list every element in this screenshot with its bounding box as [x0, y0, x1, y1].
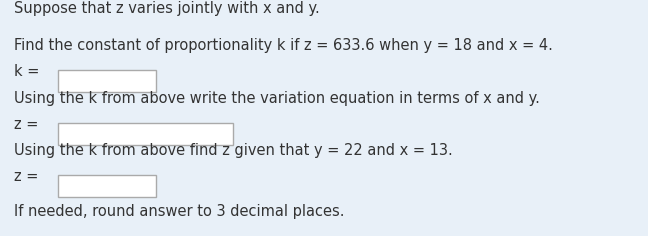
- Text: If needed, round answer to 3 decimal places.: If needed, round answer to 3 decimal pla…: [14, 204, 345, 219]
- Text: Find the constant of proportionality k if z = 633.6 when y = 18 and x = 4.: Find the constant of proportionality k i…: [14, 38, 553, 53]
- Text: Using the k from above find z given that y = 22 and x = 13.: Using the k from above find z given that…: [14, 143, 453, 158]
- Text: z =: z =: [14, 169, 43, 184]
- FancyBboxPatch shape: [58, 175, 156, 197]
- FancyBboxPatch shape: [58, 70, 156, 92]
- Text: Using the k from above write the variation equation in terms of x and y.: Using the k from above write the variati…: [14, 91, 540, 106]
- Text: Suppose that z varies jointly with x and y.: Suppose that z varies jointly with x and…: [14, 1, 320, 16]
- Text: z =: z =: [14, 117, 43, 132]
- FancyBboxPatch shape: [58, 123, 233, 145]
- Text: k =: k =: [14, 63, 44, 79]
